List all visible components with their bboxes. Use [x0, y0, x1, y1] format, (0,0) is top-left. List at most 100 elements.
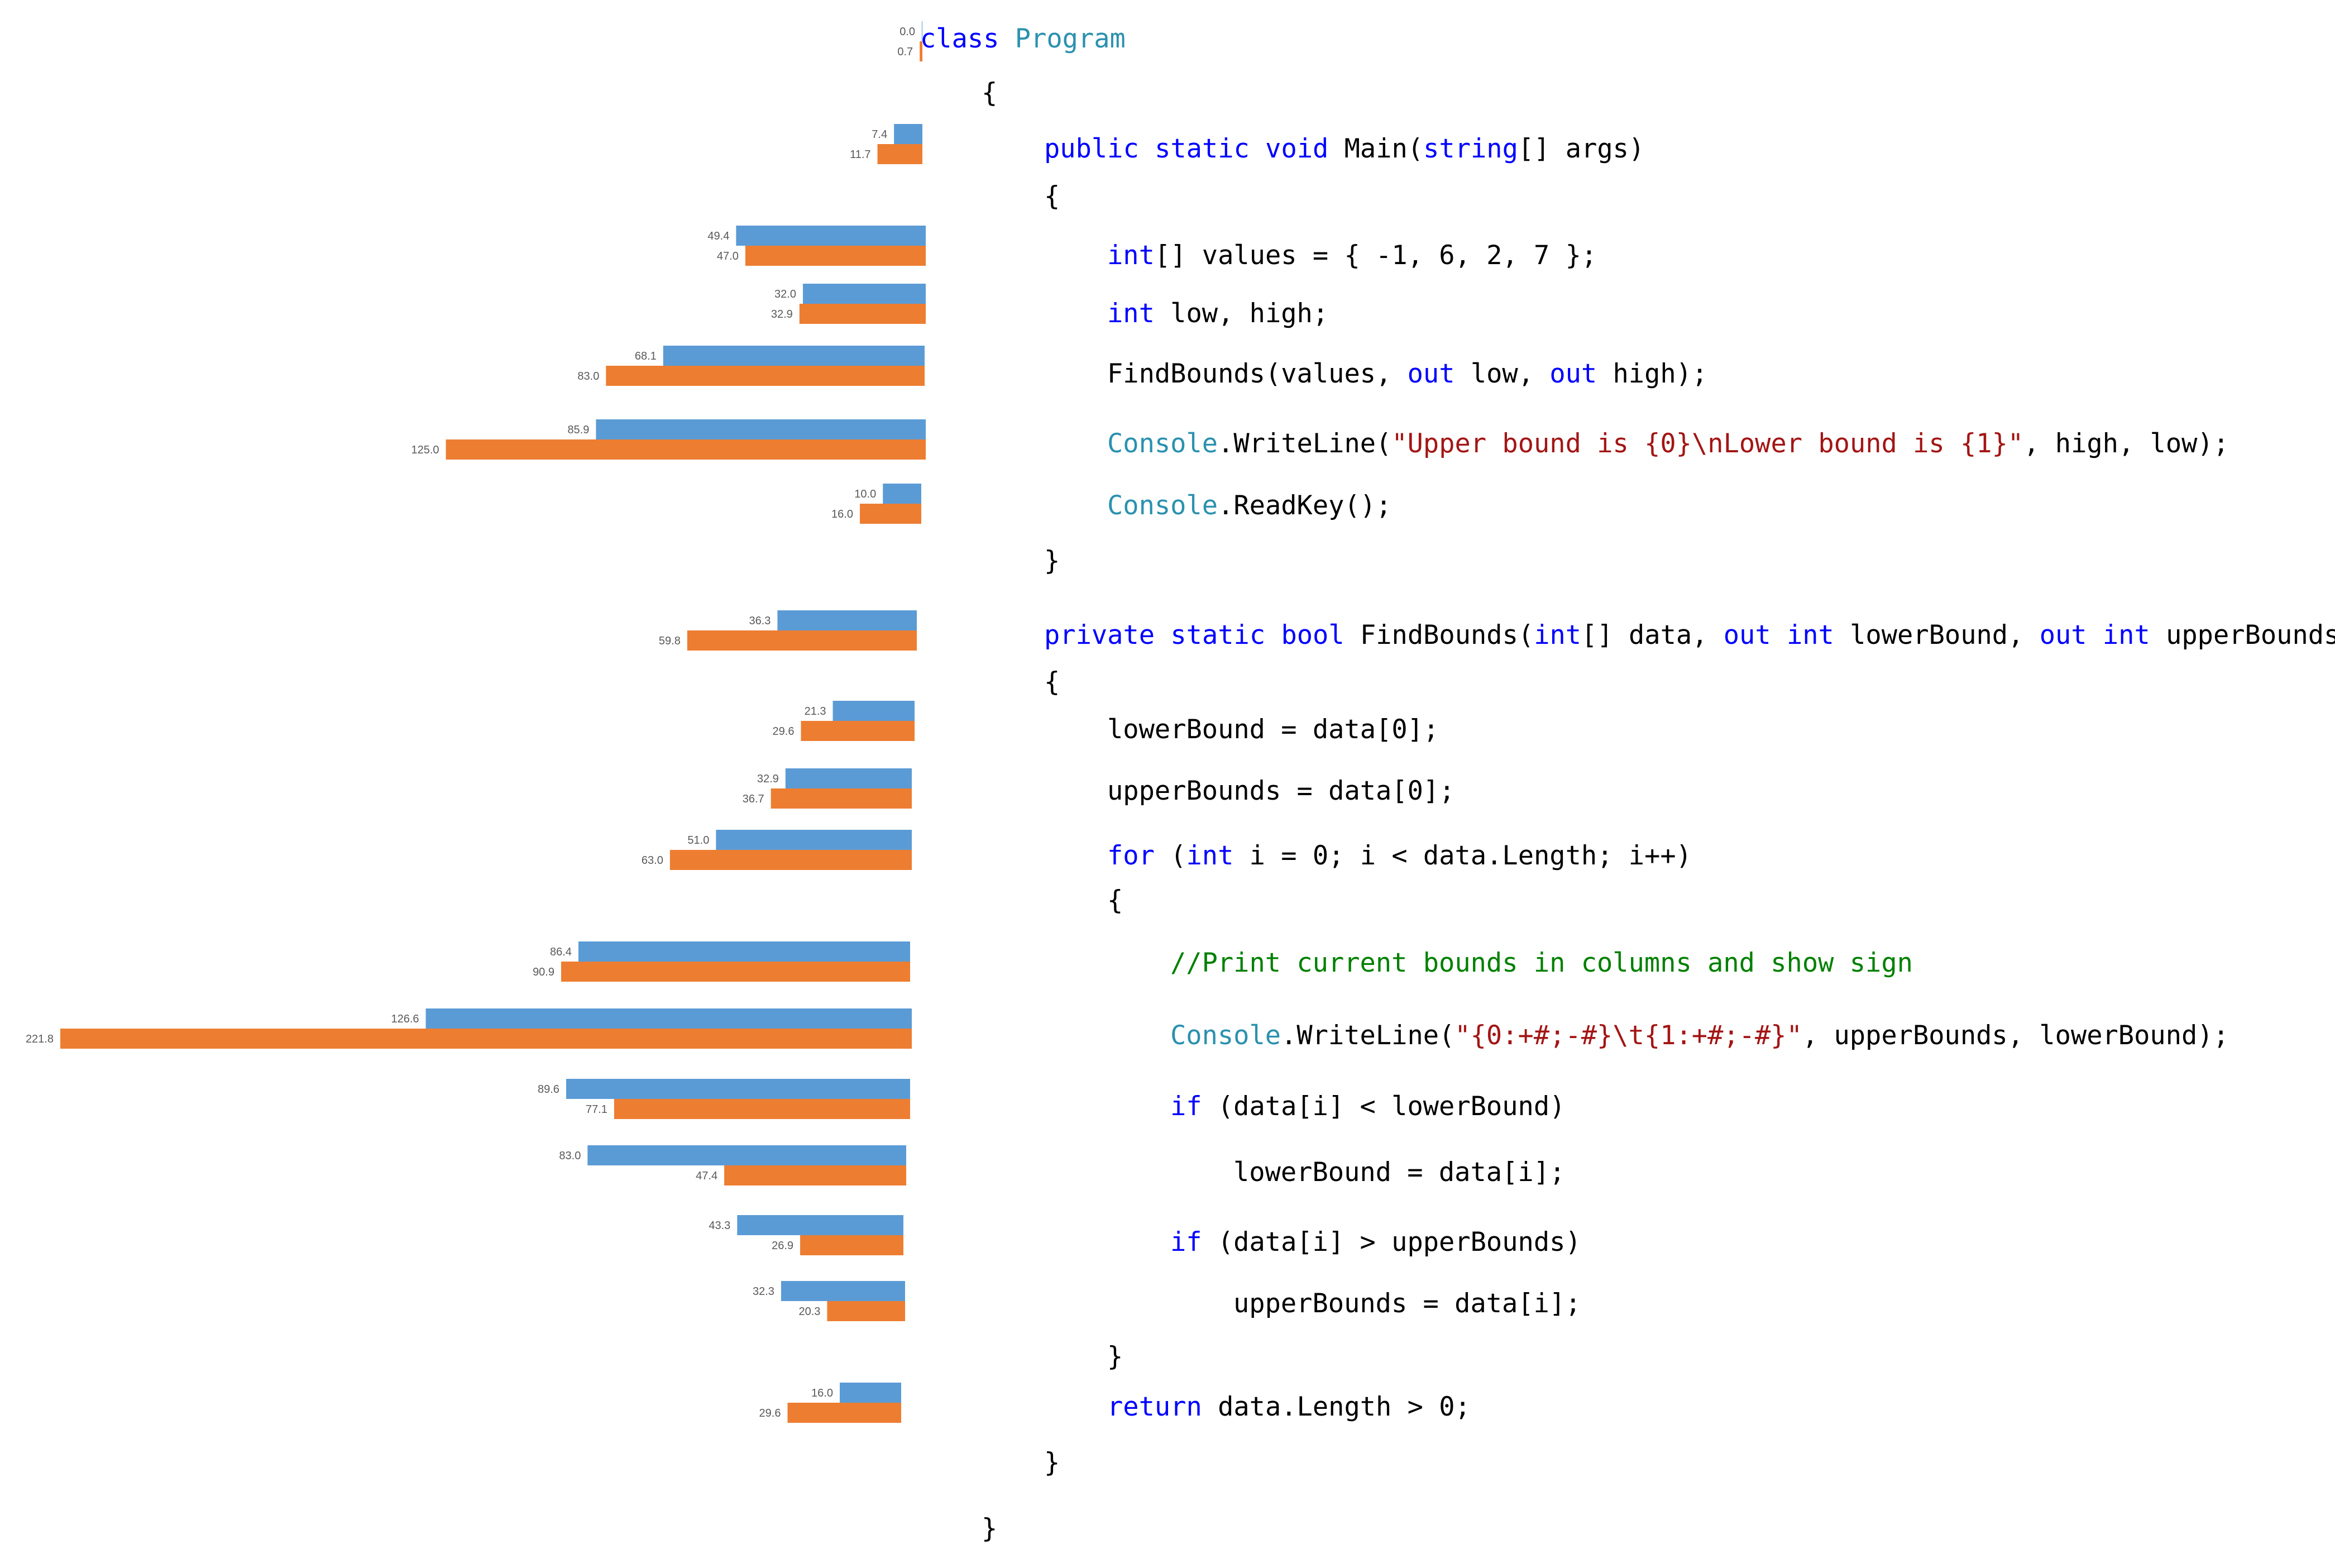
bar-series-2 [801, 721, 915, 741]
bar-series-1 [566, 1079, 910, 1099]
data-label-series-1: 43.3 [709, 1220, 730, 1232]
code-token-keyword: int [1107, 298, 1155, 329]
code-token-plain: [] args) [1518, 133, 1645, 164]
data-label-series-2: 0.7 [897, 46, 913, 58]
code-token-plain: } [1044, 546, 1060, 576]
code-token-plain: i = 0; i < data.Length; i++) [1233, 840, 1692, 871]
data-label-series-1: 32.9 [757, 773, 779, 785]
data-label-series-2: 11.7 [850, 149, 870, 161]
data-label-series-2: 32.9 [771, 308, 793, 321]
bar-series-2 [669, 850, 912, 870]
data-label-series-1: 68.1 [635, 350, 657, 362]
data-label-series-2: 59.8 [659, 635, 681, 647]
data-label-series-2: 16.0 [831, 508, 853, 520]
bar-series-1 [596, 419, 926, 439]
code-token-plain: [] data, [1581, 620, 1724, 651]
code-line: private static bool FindBounds(int[] dat… [1044, 619, 2335, 652]
data-label-series-2: 20.3 [798, 1306, 820, 1318]
code-token-plain: (data[i] < lowerBound) [1202, 1091, 1566, 1122]
code-token-plain: lowerBound, [1834, 620, 2040, 651]
code-token-plain: { [982, 78, 998, 108]
code-line: if (data[i] > upperBounds) [1170, 1226, 1581, 1259]
code-token-keyword: out int [2039, 620, 2150, 651]
code-token-plain: lowerBound = data[0]; [1107, 714, 1439, 745]
bar-series-2 [877, 144, 922, 164]
code-token-plain: lowerBound = data[i]; [1233, 1157, 1566, 1188]
code-token-plain: low, high; [1154, 298, 1329, 329]
data-label-series-2: 29.6 [759, 1407, 781, 1419]
bar-series-2 [446, 439, 926, 460]
bar-series-2 [60, 1029, 912, 1049]
code-line: public static void Main(string[] args) [1044, 132, 1644, 166]
bar-series-1 [781, 1281, 905, 1301]
code-line: FindBounds(values, out low, out high); [1107, 357, 1707, 391]
code-token-plain: (data[i] > upperBounds) [1202, 1227, 1581, 1258]
bar-series-1 [802, 284, 926, 304]
code-token-plain: [] values = { -1, 6, 2, 7 }; [1154, 240, 1597, 271]
data-label-series-1: 32.3 [753, 1285, 774, 1298]
bar-series-1 [894, 124, 922, 144]
code-line: { [1107, 884, 1123, 917]
bar-series-1 [716, 830, 912, 850]
data-label-series-1: 16.0 [811, 1387, 833, 1399]
bar-series-1 [587, 1145, 906, 1165]
code-line: { [1044, 666, 1060, 699]
code-token-keyword: int [1107, 240, 1155, 271]
code-line: lowerBound = data[0]; [1107, 713, 1439, 747]
bar-series-2 [771, 788, 912, 809]
bar-series-2 [724, 1165, 906, 1185]
code-token-string: "Upper bound is {0}\nLower bound is {1}" [1391, 428, 2024, 459]
code-token-keyword: if [1170, 1091, 1202, 1122]
data-label-series-2: 26.9 [772, 1240, 793, 1252]
code-token-plain: .ReadKey(); [1218, 490, 1392, 521]
bar-series-2 [920, 41, 922, 61]
data-label-series-1: 36.3 [749, 615, 771, 627]
data-label-series-2: 36.7 [743, 793, 764, 805]
code-token-keyword: out [1407, 358, 1455, 389]
code-token-keyword: return [1107, 1392, 1202, 1422]
code-token-type: Console [1170, 1020, 1281, 1051]
bar-series-1 [737, 1215, 903, 1235]
code-token-keyword: int [1186, 840, 1234, 871]
code-token-plain: upperBounds = data[i]; [1233, 1288, 1581, 1319]
code-token-plain: Main( [1344, 133, 1424, 164]
code-line: int[] values = { -1, 6, 2, 7 }; [1107, 239, 1597, 273]
data-label-series-1: 7.4 [872, 128, 887, 141]
code-token-plain: } [982, 1513, 998, 1544]
bar-series-1 [425, 1008, 912, 1029]
code-token-plain: .WriteLine( [1218, 428, 1392, 459]
code-line: upperBounds = data[i]; [1233, 1287, 1581, 1321]
code-line: int low, high; [1107, 297, 1328, 331]
code-token-keyword: private static bool [1044, 620, 1360, 651]
code-token-plain: { [1044, 667, 1060, 697]
bar-series-1 [832, 701, 915, 721]
data-label-series-1: 126.6 [391, 1013, 419, 1025]
data-label-series-1: 89.6 [538, 1083, 559, 1096]
bar-series-1 [839, 1383, 901, 1403]
code-token-keyword: out [1549, 358, 1597, 389]
code-line: } [1044, 1446, 1060, 1480]
code-line: Console.WriteLine("Upper bound is {0}\nL… [1107, 427, 2229, 461]
bar-series-1 [883, 484, 921, 504]
bar-series-2 [561, 962, 910, 982]
bar-series-1 [785, 768, 912, 788]
data-label-series-2: 47.0 [717, 250, 739, 262]
data-label-series-1: 83.0 [559, 1150, 581, 1162]
data-label-series-2: 83.0 [577, 370, 599, 383]
data-label-series-2: 47.4 [696, 1170, 717, 1182]
code-token-plain: ( [1154, 840, 1186, 871]
data-label-series-2: 221.8 [26, 1033, 54, 1045]
code-token-keyword: public static void [1044, 133, 1344, 164]
code-token-plain: upperBounds) [2150, 620, 2335, 651]
bar-series-2 [859, 504, 921, 524]
code-token-plain: upperBounds = data[0]; [1107, 776, 1455, 806]
code-token-plain: high); [1597, 358, 1708, 389]
code-line: } [1044, 544, 1060, 578]
bar-series-2 [827, 1301, 905, 1321]
code-line: lowerBound = data[i]; [1233, 1156, 1565, 1189]
code-line: Console.WriteLine("{0:+#;-#}\t{1:+#;-#}"… [1170, 1019, 2229, 1053]
bar-series-2 [606, 366, 925, 386]
data-label-series-1: 85.9 [567, 424, 589, 436]
code-token-plain: } [1044, 1447, 1060, 1478]
